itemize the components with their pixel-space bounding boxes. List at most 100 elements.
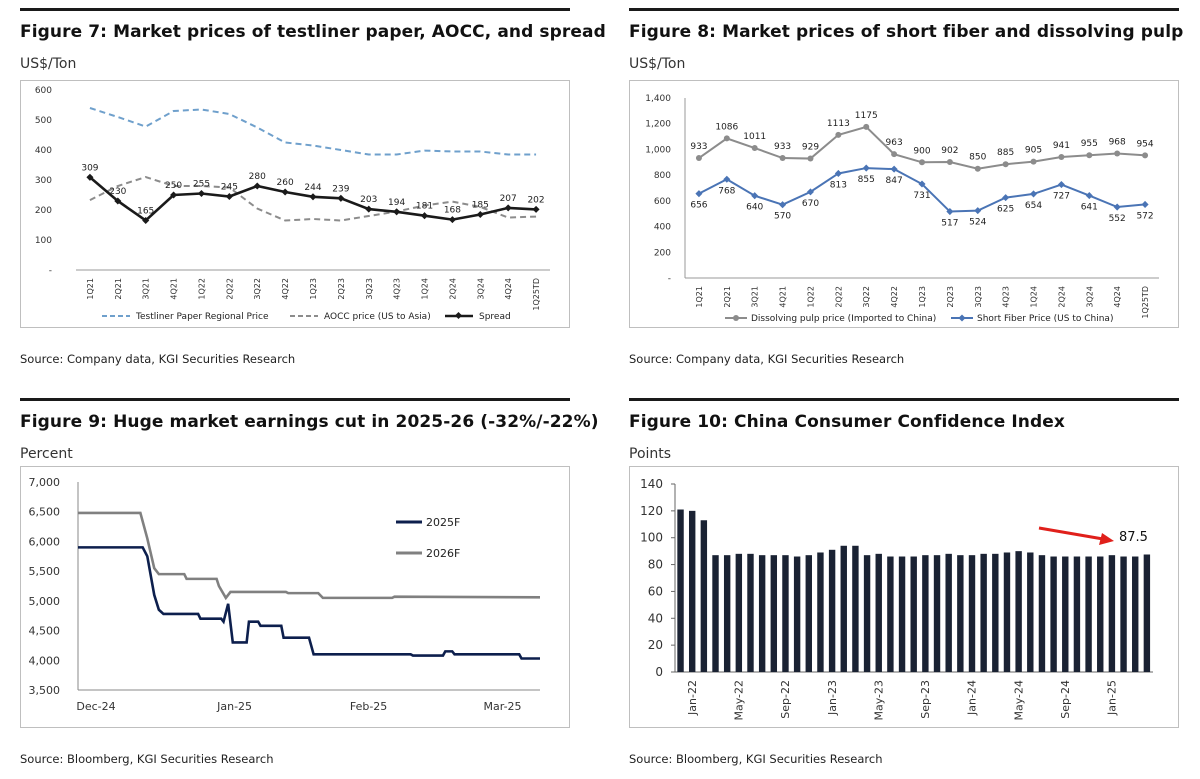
- fig9-y-tick-label: 7,000: [29, 476, 61, 489]
- fig10-bar: [1143, 554, 1151, 672]
- fig8-x-tick-label: 1Q25TD: [1141, 286, 1150, 319]
- fig8-frame: [629, 80, 1179, 328]
- figure-9-unit: Percent: [20, 446, 73, 462]
- fig8-shortfiber-point: [806, 188, 815, 196]
- fig9-legend-label: 2025F: [426, 516, 460, 529]
- figure-10-source: Source: Bloomberg, KGI Securities Resear…: [629, 752, 883, 766]
- fig10-bar: [1073, 556, 1081, 672]
- fig8-data-label: 625: [997, 205, 1014, 215]
- fig10-bar: [852, 545, 859, 672]
- fig10-bar: [688, 510, 696, 672]
- fig10-bar: [980, 553, 987, 672]
- fig7-x-tick-label: 2Q23: [337, 278, 346, 300]
- fig8-x-tick-label: 1Q22: [806, 286, 815, 308]
- fig10-bar: [817, 552, 824, 672]
- fig10-x-tick-label: May-22: [733, 680, 746, 721]
- fig7-spread-point: [504, 204, 512, 212]
- fig8-data-label: 1175: [855, 111, 878, 121]
- fig7-data-label: 194: [388, 198, 405, 208]
- fig7-x-tick-label: 1Q24: [421, 278, 430, 300]
- fig10-bar: [747, 553, 754, 672]
- fig8-data-label: 850: [969, 153, 986, 163]
- fig10-bar: [968, 555, 976, 672]
- fig10-bar: [875, 553, 882, 672]
- fig7-spread-point: [532, 205, 540, 213]
- fig7-y-tick-label: 300: [35, 176, 52, 186]
- fig8-data-label: 902: [941, 146, 958, 156]
- fig8-data-label: 933: [774, 142, 791, 152]
- fig8-shortfiber-point: [1085, 192, 1093, 200]
- fig8-data-label: 929: [802, 143, 819, 153]
- fig7-y-tick-label: 600: [35, 86, 52, 96]
- fig8-data-label: 847: [886, 176, 903, 186]
- fig7-x-tick-label: 4Q22: [281, 278, 290, 300]
- figure-7-panel: Figure 7: Market prices of testliner pap…: [20, 8, 606, 378]
- fig10-bar: [1038, 555, 1046, 672]
- fig8-dissolving-point: [751, 145, 758, 152]
- fig10-bar: [793, 556, 801, 672]
- fig10-x-tick-label: Jan-24: [966, 680, 979, 716]
- fig8-dissolving-point: [1058, 154, 1065, 161]
- fig7-x-tick-label: 3Q23: [365, 278, 374, 300]
- fig9-y-tick-label: 5,500: [29, 565, 61, 578]
- fig8-data-label: 855: [858, 175, 875, 185]
- fig8-data-label: 641: [1081, 203, 1098, 213]
- fig8-x-tick-label: 2Q23: [946, 286, 955, 308]
- figure-8-source: Source: Company data, KGI Securities Res…: [629, 352, 905, 366]
- fig7-x-tick-label: 1Q21: [86, 278, 95, 300]
- fig10-y-tick-label: 60: [648, 584, 663, 598]
- figure-8-top-rule: [629, 8, 1179, 11]
- fig10-bar: [1108, 555, 1116, 672]
- fig9-legend-label: 2026F: [426, 547, 460, 560]
- fig7-data-label: 245: [221, 183, 238, 193]
- figure-9-top-rule: [20, 398, 570, 401]
- fig8-y-tick-label: 1,000: [645, 145, 671, 155]
- fig7-legend-label: AOCC price (US to Asia): [324, 312, 431, 322]
- fig7-x-tick-label: 3Q22: [253, 278, 262, 300]
- fig10-bar: [910, 556, 917, 672]
- fig8-data-label: 727: [1053, 192, 1070, 202]
- fig9-y-tick-label: 5,000: [29, 595, 61, 608]
- fig8-x-tick-label: 2Q22: [834, 286, 843, 308]
- fig10-annotation-arrowhead: [1099, 533, 1114, 545]
- fig7-spread-point: [170, 191, 178, 199]
- fig10-bar: [1132, 556, 1139, 672]
- fig8-dissolving-point: [1142, 152, 1149, 159]
- fig8-data-label: 731: [913, 191, 930, 201]
- fig8-data-label: 640: [746, 203, 763, 213]
- fig10-bar: [1085, 556, 1092, 672]
- fig7-spread-point: [86, 173, 94, 181]
- fig8-dissolving-point: [779, 155, 786, 162]
- fig7-legend-label: Spread: [479, 312, 511, 322]
- figure-8-panel: Figure 8: Market prices of short fiber a…: [629, 8, 1183, 378]
- fig7-spread-point: [281, 188, 289, 196]
- fig10-bar: [782, 555, 789, 672]
- fig10-bar: [992, 553, 999, 672]
- fig7-data-label: 168: [444, 206, 461, 216]
- fig8-dissolving-point: [891, 151, 898, 158]
- fig8-shortfiber-point: [862, 164, 870, 172]
- fig8-data-label: 933: [690, 142, 707, 152]
- fig9-y-tick-label: 6,500: [29, 506, 61, 519]
- fig7-spread-point: [309, 193, 317, 201]
- fig8-data-label: 941: [1053, 141, 1070, 151]
- fig8-data-label: 552: [1109, 214, 1126, 224]
- fig7-legend-label: Testliner Paper Regional Price: [135, 312, 269, 322]
- fig10-y-tick-label: 0: [655, 665, 663, 679]
- fig8-data-label: 885: [997, 148, 1014, 158]
- fig10-bar: [887, 556, 894, 672]
- fig9-x-tick-label: Mar-25: [484, 700, 522, 713]
- figure-10-top-rule: [629, 398, 1179, 401]
- fig7-data-label: 250: [165, 181, 182, 191]
- figure-7-title: Figure 7: Market prices of testliner pap…: [20, 22, 606, 42]
- fig8-data-label: 1086: [715, 122, 738, 132]
- fig7-series-line-1: [89, 175, 537, 222]
- fig10-bar: [840, 545, 847, 672]
- fig8-x-tick-label: 1Q23: [918, 286, 927, 308]
- figure-9-title: Figure 9: Huge market earnings cut in 20…: [20, 412, 599, 432]
- fig8-dissolving-point: [807, 155, 814, 162]
- fig8-dissolving-point: [919, 159, 925, 166]
- fig10-x-tick-label: Jan-22: [686, 680, 699, 716]
- fig8-y-tick-label: 600: [654, 197, 671, 207]
- fig8-dissolving-point: [1030, 158, 1037, 165]
